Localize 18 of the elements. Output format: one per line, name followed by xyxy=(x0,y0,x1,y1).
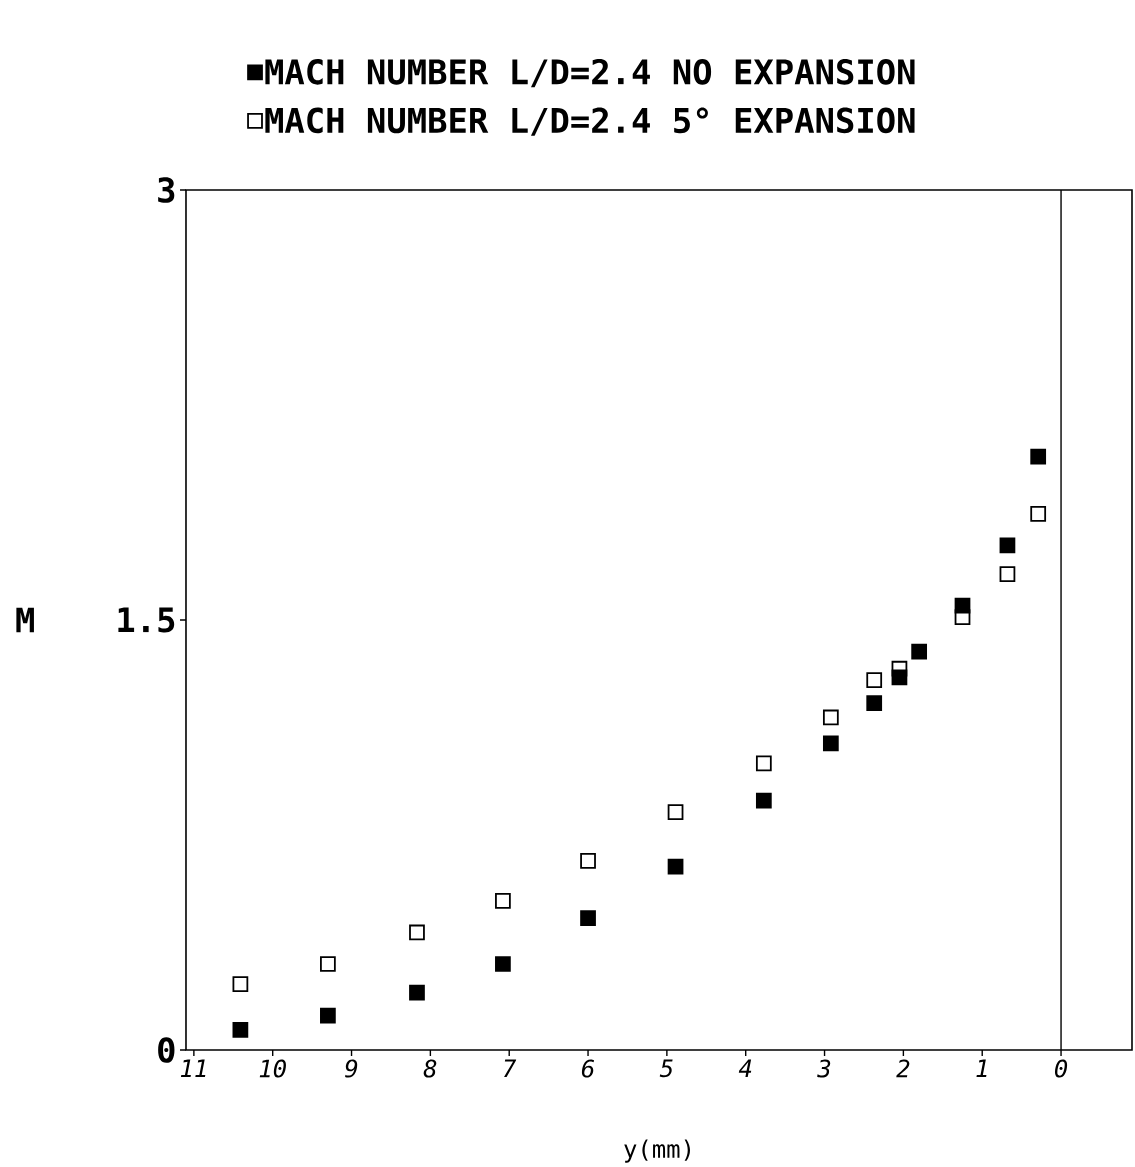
x-tick-label: 3 xyxy=(817,1059,831,1078)
x-axis-title: y(mm) xyxy=(624,1139,690,1163)
legend-label: MACH NUMBER L/D=2.4 NO EXPANSION xyxy=(265,59,915,88)
y-tick-label: 3 xyxy=(158,177,175,203)
x-tick-label: 6 xyxy=(581,1059,595,1078)
legend-label: MACH NUMBER L/D=2.4 5° EXPANSION xyxy=(265,107,915,136)
x-tick-label: 2 xyxy=(896,1059,910,1078)
x-tick-label: 5 xyxy=(659,1059,673,1078)
x-tick-label: 4 xyxy=(738,1059,752,1077)
y-axis-title: M xyxy=(16,607,34,633)
x-tick-label: 7 xyxy=(504,1059,517,1077)
x-tick-label: 1 xyxy=(976,1059,987,1077)
x-tick-label: 11 xyxy=(180,1059,206,1077)
x-tick-label: 8 xyxy=(423,1059,437,1078)
x-tick-label: 9 xyxy=(345,1059,358,1078)
x-tick-label: 10 xyxy=(259,1059,286,1078)
y-tick-label: 1.5 xyxy=(118,607,175,633)
x-tick-label: 0 xyxy=(1054,1059,1068,1078)
